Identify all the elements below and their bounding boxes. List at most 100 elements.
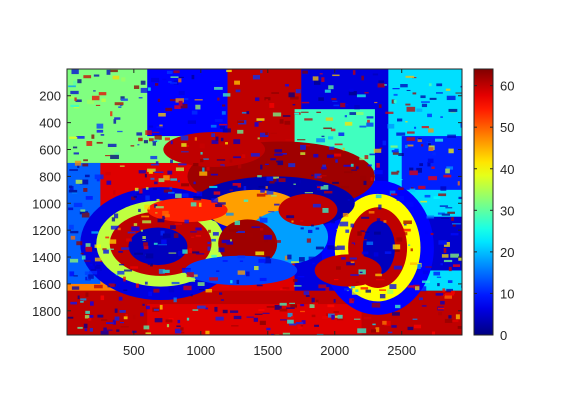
heatmap-cell	[93, 90, 96, 92]
heatmap-cell	[409, 167, 414, 171]
heatmap-cell	[436, 92, 443, 94]
heatmap-cell	[333, 278, 339, 281]
heatmap-cell	[312, 76, 319, 81]
heatmap-cell	[352, 70, 356, 75]
heatmap-cell	[366, 116, 374, 119]
heatmap-cell	[83, 323, 88, 329]
heatmap-cell	[260, 189, 265, 193]
y-tick-label: 1200	[32, 223, 61, 238]
heatmap-cell	[182, 193, 189, 198]
heatmap-cell	[378, 80, 384, 84]
heatmap-cell	[170, 225, 176, 230]
heatmap-cell	[100, 134, 105, 136]
heatmap-cell	[155, 161, 159, 165]
heatmap-cell	[374, 231, 381, 235]
heatmap-cell	[365, 289, 371, 293]
heatmap-cell	[339, 221, 349, 227]
heatmap-cell	[337, 314, 343, 319]
heatmap-cell	[190, 231, 197, 233]
heatmap-cell	[206, 166, 210, 171]
heatmap-cell	[406, 89, 411, 91]
heatmap-cell	[443, 174, 452, 178]
heatmap-cell	[407, 326, 414, 331]
heatmap-cell	[315, 227, 320, 230]
heatmap-cell	[345, 229, 350, 233]
heatmap-cell	[231, 185, 238, 188]
heatmap-cell	[410, 262, 418, 265]
heatmap-cell	[405, 121, 408, 123]
heatmap-cell	[199, 171, 208, 176]
heatmap-cell	[225, 142, 228, 145]
heatmap-cell	[389, 190, 396, 195]
heatmap-cell	[190, 294, 193, 297]
heatmap-cell	[294, 112, 300, 115]
heatmap-cell	[426, 141, 432, 144]
heatmap-cell	[350, 261, 355, 264]
heatmap-cell	[76, 135, 85, 139]
heatmap-cell	[216, 159, 226, 161]
heatmap-cell	[428, 83, 432, 87]
heatmap-cell	[91, 95, 100, 101]
heatmap-cell	[142, 236, 146, 241]
heatmap-cell	[215, 136, 219, 141]
heatmap-cell	[75, 179, 83, 184]
heatmap-cell	[145, 195, 150, 201]
heatmap-cell	[211, 238, 216, 242]
heatmap-cell	[170, 81, 178, 85]
heatmap-cell	[314, 324, 320, 327]
heatmap-cell	[290, 304, 298, 308]
heatmap-cell	[445, 88, 451, 91]
heatmap-cell	[369, 153, 376, 156]
heatmap-cell	[132, 330, 137, 333]
heatmap-cell	[370, 177, 373, 181]
heatmap-cell	[145, 305, 150, 310]
colorbar-tick-label: 10	[500, 286, 514, 301]
heatmap-cell	[420, 286, 427, 292]
heatmap-cell	[110, 111, 113, 117]
heatmap-cell	[131, 196, 136, 201]
heatmap-cell	[204, 307, 209, 310]
heatmap-cell	[271, 92, 280, 94]
heatmap-cell	[178, 90, 185, 96]
heatmap-cell	[349, 298, 354, 304]
heatmap-cell	[180, 135, 189, 141]
heatmap-cell	[160, 230, 165, 236]
heatmap-cell	[265, 98, 269, 102]
heatmap-cell	[327, 96, 331, 99]
x-tick-label: 2000	[320, 343, 349, 358]
heatmap-region	[278, 193, 338, 227]
heatmap-cell	[360, 287, 369, 290]
heatmap-cell	[140, 80, 146, 85]
heatmap-cell	[174, 223, 182, 225]
heatmap-cell	[197, 305, 206, 309]
heatmap-cell	[359, 157, 365, 161]
heatmap-cell	[247, 233, 254, 237]
heatmap-cell	[382, 140, 387, 146]
x-tick-label: 1000	[186, 343, 215, 358]
heatmap-cell	[448, 266, 452, 272]
heatmap-cell	[440, 300, 445, 305]
heatmap-cell	[258, 185, 265, 188]
heatmap-cell	[135, 283, 139, 288]
heatmap-cell	[153, 308, 159, 311]
heatmap-cell	[421, 101, 430, 103]
heatmap-cell	[156, 92, 164, 94]
heatmap-cell	[375, 126, 380, 131]
heatmap-cell	[394, 247, 400, 252]
heatmap-cell	[254, 313, 263, 315]
heatmap-cell	[265, 186, 268, 189]
heatmap-cell	[114, 117, 121, 120]
heatmap-cell	[145, 130, 152, 135]
heatmap-cell	[132, 314, 136, 320]
heatmap-cell	[167, 170, 173, 175]
heatmap-cell	[266, 176, 274, 181]
heatmap-cell	[140, 229, 143, 232]
heatmap-cell	[92, 261, 96, 266]
heatmap-cell	[217, 165, 224, 167]
heatmap-cell	[414, 286, 420, 291]
heatmap-cell	[69, 271, 75, 277]
heatmap-cell	[70, 230, 79, 234]
heatmap-cell	[320, 184, 329, 190]
heatmap-cell	[101, 98, 106, 102]
